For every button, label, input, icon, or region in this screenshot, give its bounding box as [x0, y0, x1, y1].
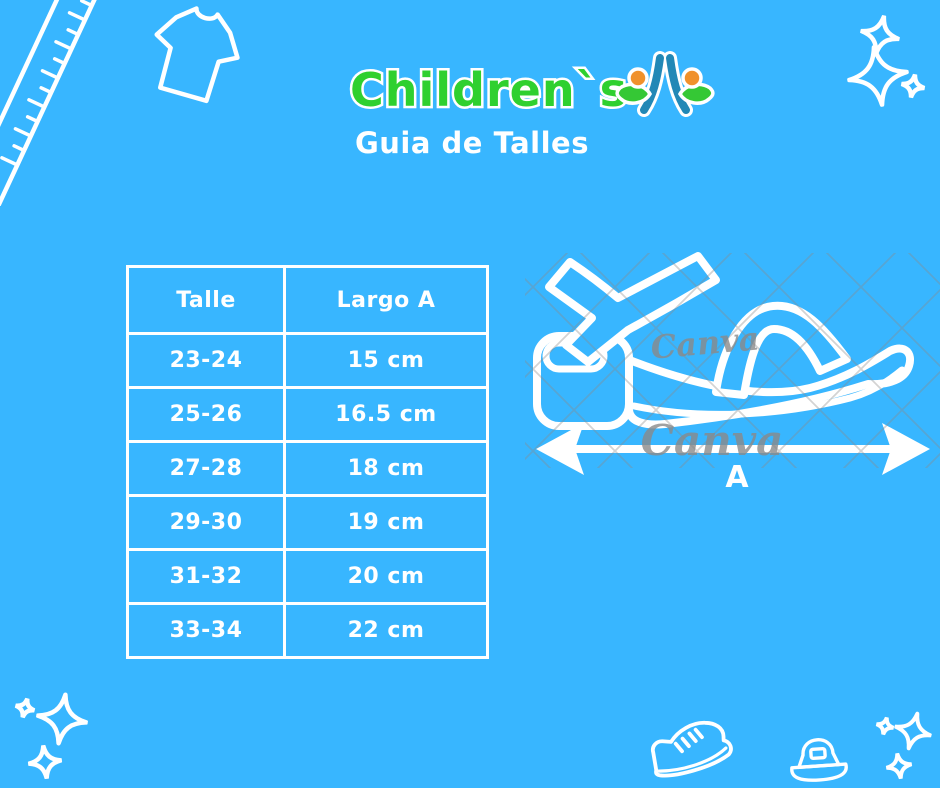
size-cell: 33-34 [126, 602, 286, 659]
table-row: 33-34 22 cm [126, 602, 489, 659]
size-cell: 29-30 [126, 494, 286, 551]
sparkles-icon [845, 11, 927, 111]
svg-text:Canva: Canva [649, 319, 761, 366]
column-header-largo: Largo A [283, 265, 489, 335]
column-header-talle: Talle [126, 265, 286, 335]
table-row: 31-32 20 cm [126, 548, 489, 605]
ruler-icon [0, 0, 123, 206]
length-cell: 18 cm [283, 440, 489, 497]
table-header-row: Talle Largo A [126, 265, 489, 335]
watermark: Canva Canva [525, 253, 940, 468]
table-row: 29-30 19 cm [126, 494, 489, 551]
table-row: 23-24 15 cm [126, 332, 489, 389]
brand-title: Children`s [350, 63, 628, 117]
size-cell: 31-32 [126, 548, 286, 605]
size-cell: 27-28 [126, 440, 286, 497]
brand-logo: Children`s [348, 51, 715, 120]
length-cell: 19 cm [283, 494, 489, 551]
sparkles-icon [13, 690, 91, 781]
svg-text:Canva: Canva [641, 416, 784, 465]
measure-label: A [725, 460, 749, 495]
tshirt-icon [154, 6, 240, 104]
size-cell: 25-26 [126, 386, 286, 443]
length-cell: 20 cm [283, 548, 489, 605]
sneaker-icon [650, 720, 733, 778]
bucket-hat-icon [790, 738, 848, 782]
length-cell: 16.5 cm [283, 386, 489, 443]
sparkles-icon [874, 708, 936, 781]
page-title: Guia de Talles [354, 126, 589, 160]
length-cell: 15 cm [283, 332, 489, 389]
logo-mark [615, 51, 715, 117]
sandal-line-art: Canva Canva A [525, 252, 940, 495]
size-cell: 23-24 [126, 332, 286, 389]
length-cell: 22 cm [283, 602, 489, 659]
table-row: 25-26 16.5 cm [126, 386, 489, 443]
table-row: 27-28 18 cm [126, 440, 489, 497]
size-table: Talle Largo A 23-24 15 cm 25-26 16.5 cm … [126, 265, 489, 659]
